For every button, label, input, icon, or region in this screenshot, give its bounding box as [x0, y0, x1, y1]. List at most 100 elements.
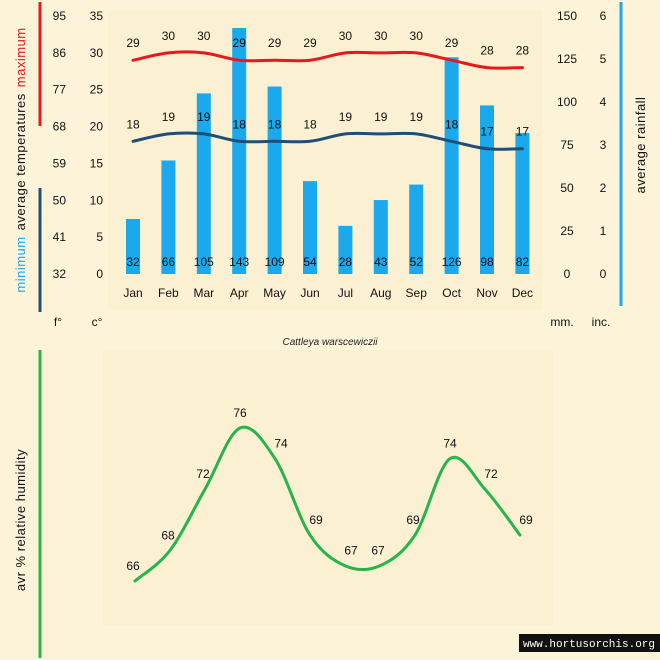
month-label: May: [263, 286, 286, 300]
minimum-title: minimum: [13, 236, 28, 292]
watermark-text: www.hortusorchis.org: [523, 639, 655, 651]
rainfall-bar: [232, 28, 247, 275]
rainfall-bar: [444, 57, 459, 274]
month-label: Jun: [300, 286, 319, 300]
rainfall-value-label: 109: [265, 255, 285, 269]
temperature-data-labels: 29 30 30 29 29 29 30 30 30 29 28 28 18 19 19 18 18 18 19 19…: [126, 29, 529, 139]
minimum-temperature-label: 19: [339, 110, 353, 124]
top-plot-area: [108, 10, 543, 310]
rainfall-bar: [338, 225, 353, 274]
inch-tick-label: 5: [600, 52, 607, 66]
inch-ticks: 6 5 4 3 2 1 0: [600, 9, 607, 281]
maximum-temperature-label: 30: [374, 29, 388, 43]
species-caption: Cattleya warscewiczii: [282, 337, 378, 348]
minimum-temperature-label: 19: [374, 110, 388, 124]
celsius-tick-label: 10: [90, 193, 104, 207]
rainfall-bar: [409, 184, 424, 274]
maximum-temperature-label: 30: [339, 29, 353, 43]
month-label: Jul: [338, 286, 353, 300]
millimetre-tick-label: 25: [560, 224, 574, 238]
humidity-value-label: 69: [309, 513, 323, 527]
minimum-temperature-label: 19: [162, 110, 176, 124]
maximum-temperature-label: 29: [233, 36, 247, 50]
humidity-value-label: 67: [371, 544, 385, 558]
month-label: Apr: [230, 286, 249, 300]
inch-tick-label: 3: [600, 138, 607, 152]
month-label: Nov: [476, 286, 497, 300]
humidity-value-label: 74: [443, 437, 457, 451]
minimum-temperature-label: 18: [445, 117, 459, 131]
average-temperatures-title: average temperatures: [13, 93, 28, 230]
fahrenheit-unit-label: f°: [54, 315, 62, 329]
maximum-temperature-label: 29: [303, 36, 317, 50]
rainfall-value-label: 98: [480, 255, 494, 269]
temperature-axis-title: minimum average temperatures maximum: [13, 27, 28, 292]
month-labels: Jan Feb Mar Apr May Jun Jul Aug Sep Oct Nov Dec: [123, 286, 533, 300]
millimetre-tick-label: 100: [557, 95, 577, 109]
rainfall-bar: [515, 132, 530, 274]
millimetre-tick-label: 0: [564, 267, 571, 281]
celsius-tick-label: 30: [90, 46, 104, 60]
fahrenheit-tick-label: 68: [53, 120, 67, 134]
humidity-value-label: 69: [519, 513, 533, 527]
month-label: Sep: [406, 286, 428, 300]
rainfall-value-label: 105: [194, 255, 214, 269]
minimum-temperature-label: 18: [233, 117, 247, 131]
celsius-tick-label: 15: [90, 156, 104, 170]
minimum-temperature-label: 19: [410, 110, 424, 124]
humidity-value-label: 74: [274, 437, 288, 451]
inch-tick-label: 4: [600, 95, 607, 109]
bottom-plot-area: [103, 350, 553, 625]
celsius-tick-label: 20: [90, 120, 104, 134]
millimetre-tick-label: 125: [557, 52, 577, 66]
fahrenheit-tick-label: 95: [53, 9, 67, 23]
rainfall-bar: [303, 181, 317, 274]
humidity-value-label: 76: [233, 406, 247, 420]
rainfall-value-label: 143: [229, 255, 249, 269]
rainfall-value-label: 32: [126, 255, 140, 269]
temperature-lines: [131, 50, 524, 151]
fahrenheit-tick-label: 32: [53, 267, 67, 281]
maximum-temperature-label: 29: [268, 36, 282, 50]
humidity-chart: 66 68 72 76 74 69 67 67 69 74 72 69: [126, 406, 533, 583]
celsius-tick-label: 0: [96, 267, 103, 281]
maximum-temperature-label: 29: [126, 36, 140, 50]
maximum-temperature-label: 30: [162, 29, 176, 43]
minimum-temperature-line: [131, 131, 524, 151]
rainfall-value-label: 43: [374, 255, 388, 269]
inch-tick-label: 1: [600, 224, 607, 238]
fahrenheit-ticks: 95 86 77 68 59 50 41 32: [53, 9, 67, 281]
rainfall-value-label: 126: [442, 255, 462, 269]
rainfall-axis-title: average rainfall: [633, 97, 648, 194]
inch-tick-label: 2: [600, 181, 607, 195]
month-label: Feb: [158, 286, 179, 300]
inch-tick-label: 0: [600, 267, 607, 281]
rainfall-bar: [126, 218, 140, 274]
minimum-temperature-label: 18: [268, 117, 282, 131]
rainfall-value-label: 52: [410, 255, 424, 269]
celsius-unit-label: c°: [92, 315, 103, 329]
inch-tick-label: 6: [600, 9, 607, 23]
month-label: Dec: [512, 286, 533, 300]
humidity-axis-title: avr % relative humidity: [13, 449, 28, 591]
minimum-temperature-label: 18: [126, 117, 140, 131]
watermark-background: [519, 634, 660, 652]
millimetre-ticks: 150 125 100 75 50 25 0: [557, 9, 577, 281]
humidity-value-label: 66: [126, 559, 140, 573]
minimum-temperature-label: 17: [516, 125, 530, 139]
fahrenheit-tick-label: 77: [53, 83, 67, 97]
rainfall-data-labels: 32 66 105 143 109 54 28 43 52 126 98 82: [126, 255, 529, 269]
minimum-temperature-label: 18: [303, 117, 317, 131]
month-label: Jan: [123, 286, 142, 300]
celsius-ticks: 35 30 25 20 15 10 5 0: [90, 9, 104, 281]
fahrenheit-tick-label: 41: [53, 230, 67, 244]
celsius-tick-label: 35: [90, 9, 104, 23]
rainfall-value-label: 82: [516, 255, 530, 269]
humidity-line: [133, 425, 522, 583]
millimetre-tick-label: 150: [557, 9, 577, 23]
rainfall-value-label: 28: [339, 255, 353, 269]
rainfall-value-label: 66: [162, 255, 176, 269]
minimum-temperature-label: 17: [480, 125, 494, 139]
maximum-temperature-label: 29: [445, 36, 459, 50]
